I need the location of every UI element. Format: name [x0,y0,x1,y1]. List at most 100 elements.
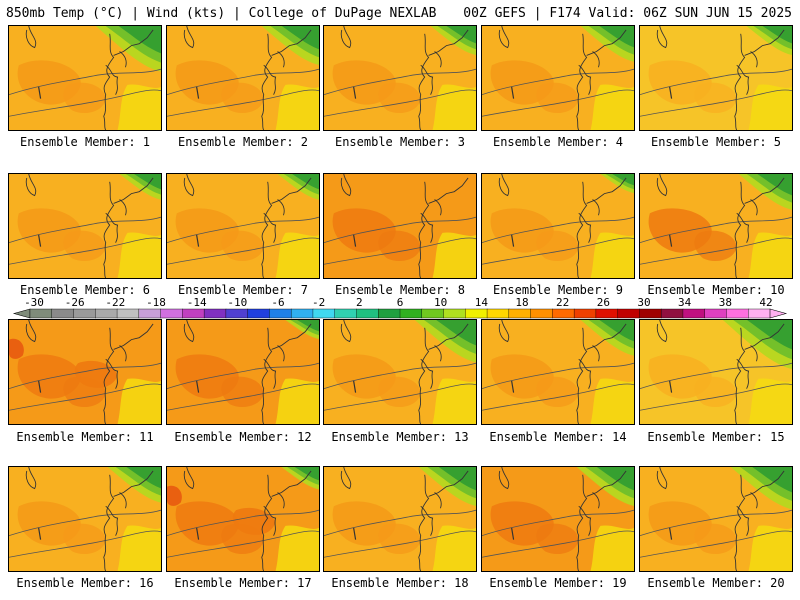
colorbar-tick-label: 26 [596,296,610,309]
colorbar-tick-label: 30 [637,296,651,309]
ensemble-member-map [323,173,477,279]
member-label: Ensemble Member: 8 [334,283,466,297]
ensemble-member-map [8,173,162,279]
colorbar-segment [247,308,270,319]
colorbar-segment [552,308,575,319]
colorbar-segment [508,308,532,319]
member-label: Ensemble Member: 4 [492,135,624,149]
temperature-field [9,320,161,424]
ensemble-member-map [166,466,320,572]
member-label: Ensemble Member: 5 [650,135,782,149]
colorbar-segment [421,308,445,319]
colorbar-tick-label: -30 [24,296,44,309]
member-label: Ensemble Member: 15 [647,430,785,444]
colorbar-tick-label: -6 [271,296,285,309]
colorbar-tick-label: 22 [556,296,570,309]
colorbar-segment [116,308,140,319]
temperature-field [324,26,476,130]
temperature-field [324,174,476,278]
run-valid-time: 00Z GEFS | F174 Valid: 06Z SUN JUN 15 20… [463,6,792,21]
member-label: Ensemble Member: 19 [489,576,627,590]
ensemble-member-map [639,466,793,572]
temperature-field [482,174,634,278]
colorbar-segment [138,308,162,319]
colorbar-tick-label: 34 [678,296,692,309]
colorbar-segment [726,308,749,319]
ensemble-member-map [481,25,635,131]
temperature-field [482,467,634,571]
colorbar-tick-label: -2 [312,296,326,309]
colorbar-tick-label: 10 [434,296,448,309]
member-label: Ensemble Member: 3 [334,135,466,149]
colorbar-segment [530,308,553,319]
colorbar-segment [617,308,640,319]
colorbar-right-arrow [769,308,788,319]
temperature-colorbar [12,308,788,319]
ensemble-member-map [166,319,320,425]
colorbar-segment [95,308,118,319]
colorbar-tick-label: -26 [64,296,85,309]
colorbar-segment [595,308,619,319]
colorbar-segment [334,308,357,319]
colorbar-segment [182,308,205,319]
colorbar-segment [225,308,249,319]
chart-title: 850mb Temp (°C) | Wind (kts) | College o… [6,6,437,21]
member-label: Ensemble Member: 10 [647,283,785,297]
temperature-field [482,26,634,130]
colorbar-tick-label: -10 [227,296,248,309]
colorbar-segment [312,308,336,319]
ensemble-member-map [639,25,793,131]
colorbar-segment [290,308,314,319]
colorbar-segment [399,308,423,319]
temperature-field [640,320,792,424]
ensemble-member-map [166,173,320,279]
colorbar-segment [443,308,466,319]
temperature-field [9,26,161,130]
member-label: Ensemble Member: 1 [19,135,151,149]
temperature-field [167,174,319,278]
temperature-field [324,467,476,571]
ensemble-member-map [639,173,793,279]
member-label: Ensemble Member: 9 [492,283,624,297]
colorbar-segment [639,308,662,319]
temperature-field [167,467,319,571]
colorbar-tick-label: 2 [356,296,363,309]
ensemble-member-map [8,25,162,131]
temperature-field [167,320,319,424]
temperature-field [324,320,476,424]
member-label: Ensemble Member: 16 [16,576,154,590]
temperature-field [640,26,792,130]
temperature-field [640,174,792,278]
temperature-field [167,26,319,130]
ensemble-member-map [8,466,162,572]
temperature-field [482,320,634,424]
colorbar-segment [356,308,379,319]
ensemble-member-map [323,319,477,425]
member-label: Ensemble Member: 2 [177,135,309,149]
member-label: Ensemble Member: 14 [489,430,627,444]
member-label: Ensemble Member: 18 [331,576,469,590]
ensemble-member-map [481,466,635,572]
ensemble-member-map [166,25,320,131]
colorbar-tick-label: -18 [146,296,166,309]
colorbar-left-arrow [12,308,31,319]
member-label: Ensemble Member: 12 [174,430,312,444]
colorbar-tick-label: -14 [186,296,207,309]
colorbar-tick-label: -22 [105,296,126,309]
colorbar-segment [465,308,488,319]
temperature-field [9,467,161,571]
ensemble-member-map [8,319,162,425]
colorbar-segment [269,308,292,319]
member-label: Ensemble Member: 13 [331,430,469,444]
member-label: Ensemble Member: 17 [174,576,312,590]
colorbar-segment [660,308,684,319]
colorbar-segment [378,308,401,319]
colorbar-tick-label: 14 [474,296,488,309]
colorbar-segment [51,308,75,319]
ensemble-member-map [481,173,635,279]
temperature-field [640,467,792,571]
colorbar-tick-label: 38 [718,296,732,309]
member-label: Ensemble Member: 20 [647,576,785,590]
colorbar-tick-label: 42 [759,296,773,309]
ensemble-member-map [323,466,477,572]
